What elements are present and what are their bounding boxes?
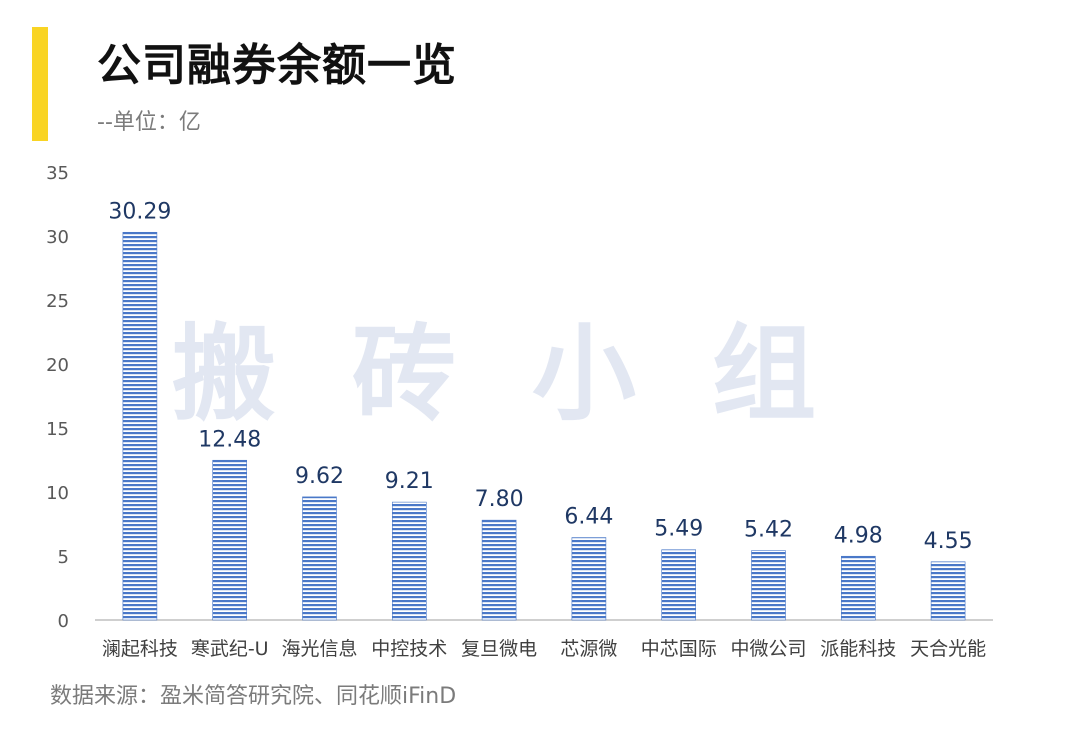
- bar: [122, 231, 158, 621]
- bar: [930, 561, 966, 621]
- bar: [391, 501, 427, 621]
- x-tick-label: 天合光能: [910, 638, 986, 660]
- bar: [751, 550, 786, 621]
- data-label: 5.42: [744, 518, 793, 543]
- y-tick-label: 25: [46, 291, 69, 312]
- data-label: 9.62: [295, 464, 344, 489]
- y-tick-label: 10: [46, 483, 69, 504]
- data-label: 4.98: [834, 523, 883, 548]
- y-tick-label: 5: [58, 547, 69, 568]
- bar: [571, 537, 607, 621]
- x-tick-label: 中控技术: [371, 638, 447, 660]
- chart-subtitle: --单位：亿: [97, 110, 201, 135]
- x-tick-label: 海光信息: [281, 638, 357, 660]
- data-label: 9.21: [385, 469, 434, 494]
- chart-title: 公司融券余额一览: [97, 40, 457, 91]
- data-label: 7.80: [475, 487, 524, 512]
- data-label: 6.44: [564, 505, 613, 530]
- x-tick-label: 中芯国际: [641, 638, 717, 660]
- y-tick-label: 20: [46, 355, 69, 376]
- y-tick-label: 0: [58, 611, 69, 632]
- x-tick-label: 中微公司: [730, 638, 806, 660]
- bar: [212, 459, 247, 621]
- x-tick-label: 派能科技: [820, 638, 896, 660]
- data-label: 5.49: [654, 517, 703, 542]
- title-accent-bar: [32, 27, 48, 141]
- data-source-note: 数据来源：盈米简答研究院、同花顺iFinD: [50, 684, 457, 709]
- bar: [840, 555, 876, 621]
- bar: [661, 549, 697, 621]
- x-tick-label: 复旦微电: [461, 638, 537, 660]
- x-tick-label: 寒武纪-U: [191, 638, 269, 660]
- y-tick-label: 15: [46, 419, 69, 440]
- x-tick-label: 芯源微: [560, 638, 617, 660]
- data-label: 4.55: [924, 529, 973, 554]
- bar: [302, 496, 337, 621]
- data-label: 12.48: [198, 427, 261, 452]
- data-label: 30.29: [108, 199, 171, 224]
- bar: [481, 519, 517, 621]
- y-tick-label: 35: [46, 163, 69, 184]
- y-tick-label: 30: [46, 227, 69, 248]
- x-tick-label: 澜起科技: [102, 638, 178, 660]
